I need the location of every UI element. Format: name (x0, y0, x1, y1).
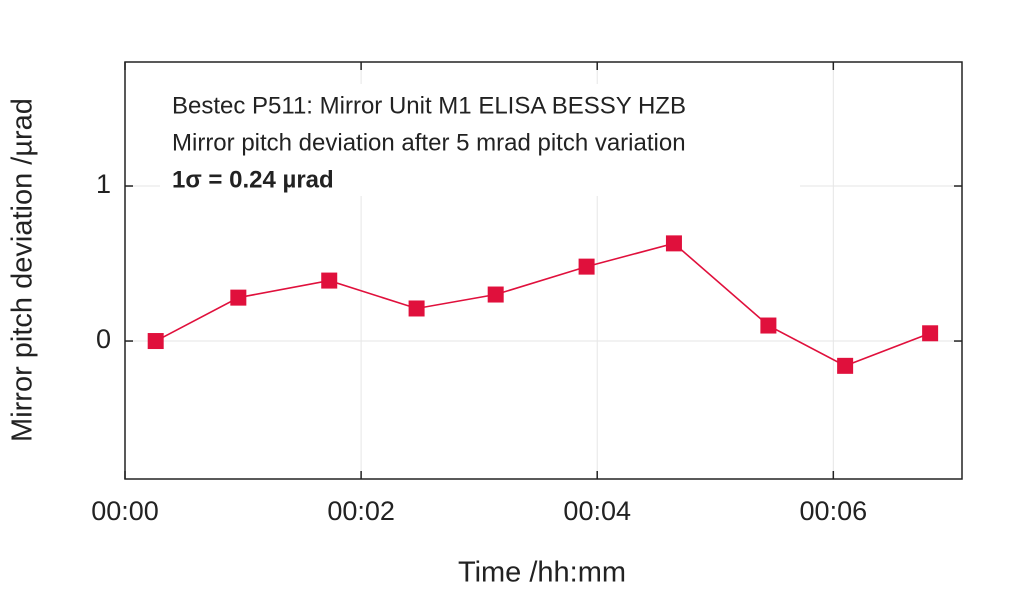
marker (147, 333, 164, 350)
plot-frame (124, 61, 963, 480)
y-tick-label: 0 (96, 324, 111, 354)
annotation-background (160, 84, 800, 196)
x-tick-label: 00:00 (91, 496, 159, 526)
annotation: Bestec P511: Mirror Unit M1 ELISA BESSY … (172, 92, 686, 119)
y-tick-label: 1 (96, 169, 111, 199)
marker (578, 258, 595, 275)
marker (408, 300, 425, 317)
marker (665, 235, 682, 252)
annotation: 1σ = 0.24 µrad (172, 166, 334, 193)
marker (760, 317, 777, 334)
series-line (155, 242, 931, 367)
y-axis-label: Mirror pitch deviation /µrad (7, 98, 39, 442)
x-tick-label: 00:04 (563, 496, 631, 526)
marker (837, 357, 854, 374)
marker (230, 289, 247, 306)
annotation: Mirror pitch deviation after 5 mrad pitc… (172, 129, 686, 156)
x-tick-label: 00:06 (800, 496, 868, 526)
x-axis-label: Time /hh:mm (458, 557, 626, 589)
marker (922, 325, 939, 342)
x-tick-label: 00:02 (327, 496, 395, 526)
marker (487, 286, 504, 303)
marker (321, 272, 338, 289)
